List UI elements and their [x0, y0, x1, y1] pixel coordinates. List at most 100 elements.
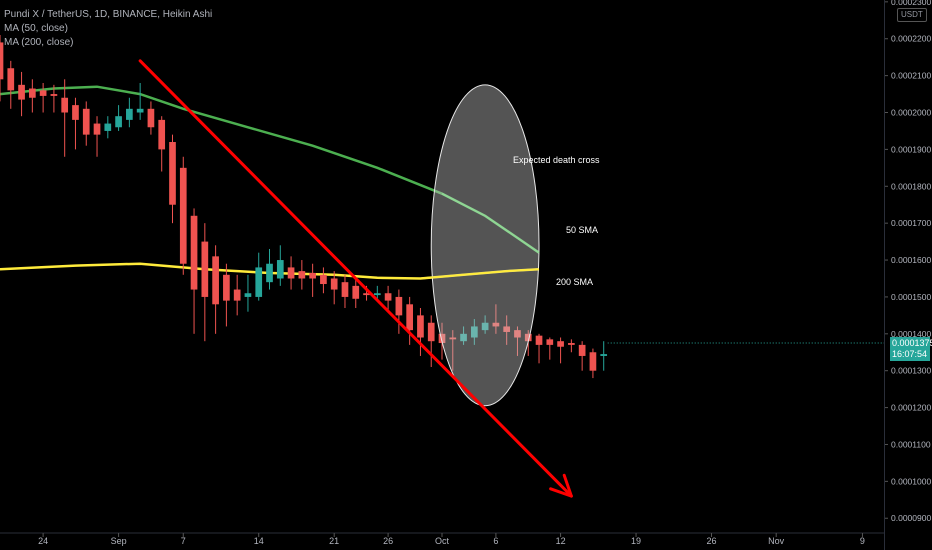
- price-tick-label: 0.0002300: [891, 0, 931, 7]
- candle-body: [481, 322, 489, 331]
- candle-body: [39, 90, 47, 96]
- time-tick-label: 21: [329, 536, 339, 546]
- candle-body: [136, 108, 144, 113]
- candle-body: [7, 68, 15, 91]
- price-tick-label: 0.0002200: [891, 34, 931, 44]
- candle-body: [395, 296, 403, 316]
- candle-body: [276, 260, 284, 279]
- price-tick-label: 0.0001700: [891, 218, 931, 228]
- price-tick-label: 0.0001100: [891, 439, 931, 449]
- candle-body: [503, 326, 511, 332]
- price-axis[interactable]: [884, 0, 932, 550]
- candle-body: [460, 333, 467, 342]
- price-tick-label: 0.0001800: [891, 181, 931, 191]
- price-tick-label: 0.0001400: [891, 329, 931, 339]
- time-tick-label: 9: [860, 536, 865, 546]
- candle-body: [147, 108, 155, 128]
- candle-body: [298, 271, 306, 279]
- current-price-label: 0.0001375: [892, 338, 932, 349]
- candle-body: [190, 215, 198, 290]
- countdown-label: 16:07:54: [892, 349, 928, 360]
- candle-body: [535, 335, 543, 345]
- time-tick-label: Sep: [111, 536, 127, 546]
- candle-body: [600, 354, 608, 356]
- candle-body: [470, 326, 478, 338]
- candle-body: [244, 293, 252, 297]
- ma200-legend[interactable]: MA (200, close): [4, 37, 74, 48]
- price-tick-label: 0.0001300: [891, 366, 931, 376]
- candle-body: [50, 94, 58, 96]
- candle-body: [309, 272, 316, 279]
- candle-body: [28, 88, 36, 98]
- ma50-legend[interactable]: MA (50, close): [4, 23, 68, 34]
- time-tick-label: Nov: [768, 536, 785, 546]
- time-tick-label: 12: [556, 536, 566, 546]
- ma200-line-highlight: [420, 268, 540, 280]
- candle-body: [169, 142, 176, 205]
- candle-body: [578, 344, 586, 356]
- price-tick-label: 0.0002100: [891, 71, 931, 81]
- candle-body: [384, 293, 392, 301]
- time-tick-label: 14: [254, 536, 264, 546]
- candle-body: [514, 330, 521, 338]
- candle-body: [589, 352, 597, 371]
- candle-body: [201, 241, 209, 297]
- candle-body: [524, 333, 532, 342]
- candle-body: [126, 108, 133, 120]
- candle-body: [438, 333, 446, 344]
- chart-legend: Pundi X / TetherUS, 1D, BINANCE, Heikin …: [4, 8, 212, 50]
- candle-body: [233, 289, 241, 301]
- unit-badge[interactable]: USDT: [897, 8, 927, 22]
- ma50-annotation-label: 50 SMA: [566, 225, 598, 235]
- candle-body: [82, 108, 90, 135]
- candle-body: [223, 274, 230, 301]
- candle-body: [417, 315, 424, 338]
- candle-body: [255, 267, 263, 297]
- candle-body: [427, 322, 435, 342]
- candle-body: [61, 97, 69, 113]
- candle-body: [93, 123, 101, 135]
- time-tick-label: 24: [38, 536, 48, 546]
- candle-body: [568, 343, 575, 345]
- symbol-title: Pundi X / TetherUS, 1D, BINANCE, Heikin …: [4, 9, 213, 20]
- time-tick-label: 6: [493, 536, 498, 546]
- candle-body: [266, 263, 273, 283]
- candle-body: [18, 84, 25, 100]
- candle-body: [104, 123, 112, 131]
- price-tick-label: 0.0001600: [891, 255, 931, 265]
- candle-body: [363, 293, 370, 296]
- price-tick-label: 0.0001500: [891, 292, 931, 302]
- candle-body: [330, 278, 338, 290]
- candle-body: [320, 274, 327, 285]
- death-cross-circle: [430, 84, 540, 407]
- candle-body: [352, 285, 360, 299]
- candle-body: [492, 322, 500, 327]
- ma200-annotation-label: 200 SMA: [556, 277, 593, 287]
- candle-body: [406, 304, 414, 331]
- death-cross-label: Expected death cross: [513, 155, 600, 165]
- time-tick-label: Oct: [435, 536, 450, 546]
- candle-body: [212, 256, 219, 305]
- time-tick-label: 26: [707, 536, 717, 546]
- candle-body: [287, 267, 295, 279]
- price-tick-label: 0.0001000: [891, 476, 931, 486]
- candle-body: [373, 293, 381, 296]
- current-price-tag: 0.0001375 16:07:54: [890, 337, 932, 362]
- time-tick-label: 19: [631, 536, 641, 546]
- candle-body: [72, 105, 79, 120]
- candle-body: [557, 341, 564, 347]
- price-tick-label: 0.0001900: [891, 144, 931, 154]
- candle-body: [546, 339, 554, 345]
- candle-body: [341, 282, 349, 297]
- price-tick-label: 0.0002000: [891, 108, 931, 118]
- downtrend-arrow: [138, 59, 573, 498]
- price-tick-label: 0.0000900: [891, 513, 931, 523]
- downtrend-arrowhead: [549, 473, 573, 498]
- candle-body: [0, 42, 4, 80]
- time-tick-label: 26: [383, 536, 393, 546]
- candle-body: [158, 119, 166, 150]
- candle-body: [449, 337, 457, 340]
- ma50-line-highlight: [441, 192, 540, 254]
- price-tick-label: 0.0001200: [891, 403, 931, 413]
